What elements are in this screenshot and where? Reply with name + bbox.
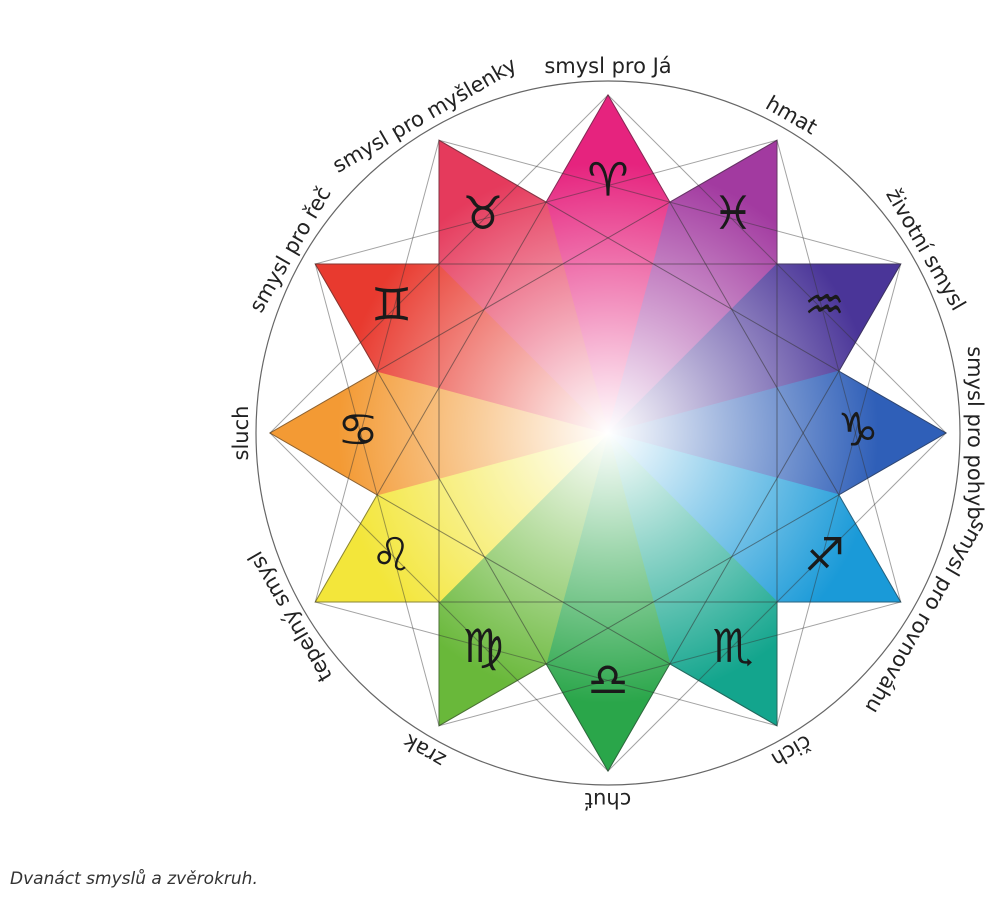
sense-label: smysl pro řeč	[245, 182, 336, 316]
sense-label: smysl pro Já	[544, 54, 671, 78]
zodiac-sign: ♉	[462, 186, 503, 240]
zodiac-sign: ♍	[462, 619, 503, 673]
sense-label: čich	[767, 730, 816, 772]
zodiac-sign: ♌	[371, 528, 412, 582]
zodiac-sign: ♎	[587, 653, 628, 707]
zodiac-sign: ♐	[804, 528, 845, 582]
zodiac-sign: ♑	[837, 403, 878, 457]
star: ♈ ♓ ♒ ♑ ♐ ♏ ♎ ♍ ♌ ♋ ♊ ♉	[270, 95, 946, 771]
sense-label: zrak	[398, 729, 449, 773]
zodiac-sign: ♈	[587, 153, 628, 207]
sense-label: smysl pro rovnováhu	[860, 515, 991, 717]
sense-label: smysl pro myšlenky	[328, 53, 520, 178]
zodiac-sign: ♒	[804, 278, 845, 332]
zodiac-sign: ♊	[371, 278, 412, 332]
caption: Dvanáct smyslů a zvěrokruh.	[10, 868, 258, 889]
sense-label: smysl pro pohyb	[963, 346, 987, 520]
sense-label: tepelný smysl	[243, 547, 337, 686]
diagram: ♈♓♒♑♐♏♎♍♌♋♊♉ smysl pro Jáhmatživotní smy…	[0, 0, 994, 910]
sense-label: chuť	[585, 788, 631, 812]
zodiac-sign: ♓	[712, 186, 753, 240]
zodiac-sign: ♏	[712, 619, 753, 673]
sense-label: sluch	[229, 406, 253, 461]
sense-label: životní smysl	[881, 184, 970, 314]
zodiac-sign: ♋	[337, 403, 378, 457]
